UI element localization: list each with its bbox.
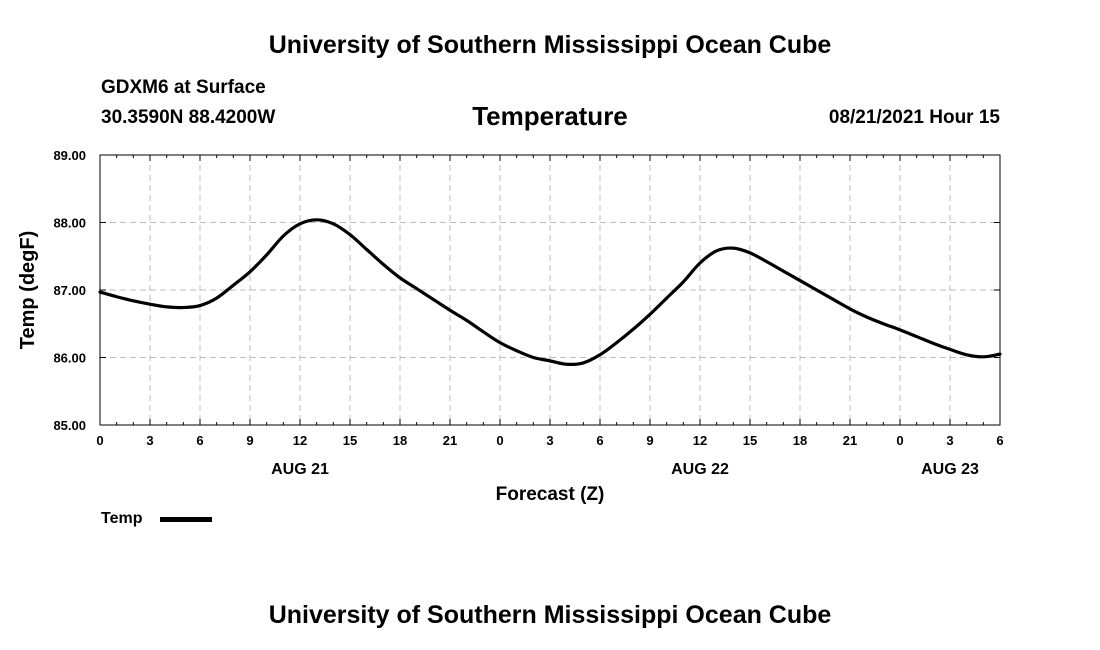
x-tick-label: 12 xyxy=(693,433,707,448)
x-tick-label: 21 xyxy=(443,433,457,448)
forecast-datetime: 08/21/2021 Hour 15 xyxy=(828,107,1000,128)
x-tick-label: 0 xyxy=(496,433,503,448)
station-coordinates: 30.3590N 88.4200W xyxy=(101,107,276,128)
x-tick-label: 15 xyxy=(343,433,357,448)
y-tick-label: 88.00 xyxy=(53,216,86,231)
y-tick-label: 89.00 xyxy=(53,148,86,163)
page-title: University of Southern Mississippi Ocean… xyxy=(268,31,832,59)
footer-title: University of Southern Mississippi Ocean… xyxy=(268,601,832,629)
legend-label: Temp xyxy=(101,510,143,527)
y-tick-label: 86.00 xyxy=(53,351,86,366)
x-tick-label: 0 xyxy=(96,433,103,448)
x-tick-label: 21 xyxy=(843,433,857,448)
tick-labels: 0 3 6 9 12 15 18 21 0 3 6 9 12 15 18 21 0 3 6 85.00 86.00 87.… xyxy=(53,148,1003,478)
x-tick-label: 9 xyxy=(646,433,653,448)
series-line-temp xyxy=(98,218,1002,367)
x-tick-label: 0 xyxy=(896,433,903,448)
x-tick-label: 9 xyxy=(246,433,253,448)
date-label: AUG 22 xyxy=(671,461,729,478)
legend-line-swatch xyxy=(160,517,212,522)
date-label: AUG 21 xyxy=(271,461,329,478)
date-label: AUG 23 xyxy=(921,461,979,478)
station-label: GDXM6 at Surface xyxy=(101,77,266,98)
x-axis-label: Forecast (Z) xyxy=(496,484,605,505)
series-group xyxy=(98,218,1002,367)
x-tick-label: 6 xyxy=(596,433,603,448)
x-tick-label: 12 xyxy=(293,433,307,448)
x-tick-label: 15 xyxy=(743,433,757,448)
x-tick-label: 18 xyxy=(793,433,807,448)
plot-frame xyxy=(99,154,1001,426)
x-tick-label: 6 xyxy=(996,433,1003,448)
grid-lines xyxy=(100,155,1000,425)
y-tick-label: 85.00 xyxy=(53,418,86,433)
x-tick-label: 3 xyxy=(546,433,553,448)
x-tick-label: 18 xyxy=(393,433,407,448)
x-tick-label: 3 xyxy=(946,433,953,448)
y-tick-label: 87.00 xyxy=(53,283,86,298)
variable-title: Temperature xyxy=(472,101,628,131)
x-tick-label: 3 xyxy=(146,433,153,448)
y-axis-label: Temp (degF) xyxy=(17,231,39,350)
x-tick-label: 6 xyxy=(196,433,203,448)
